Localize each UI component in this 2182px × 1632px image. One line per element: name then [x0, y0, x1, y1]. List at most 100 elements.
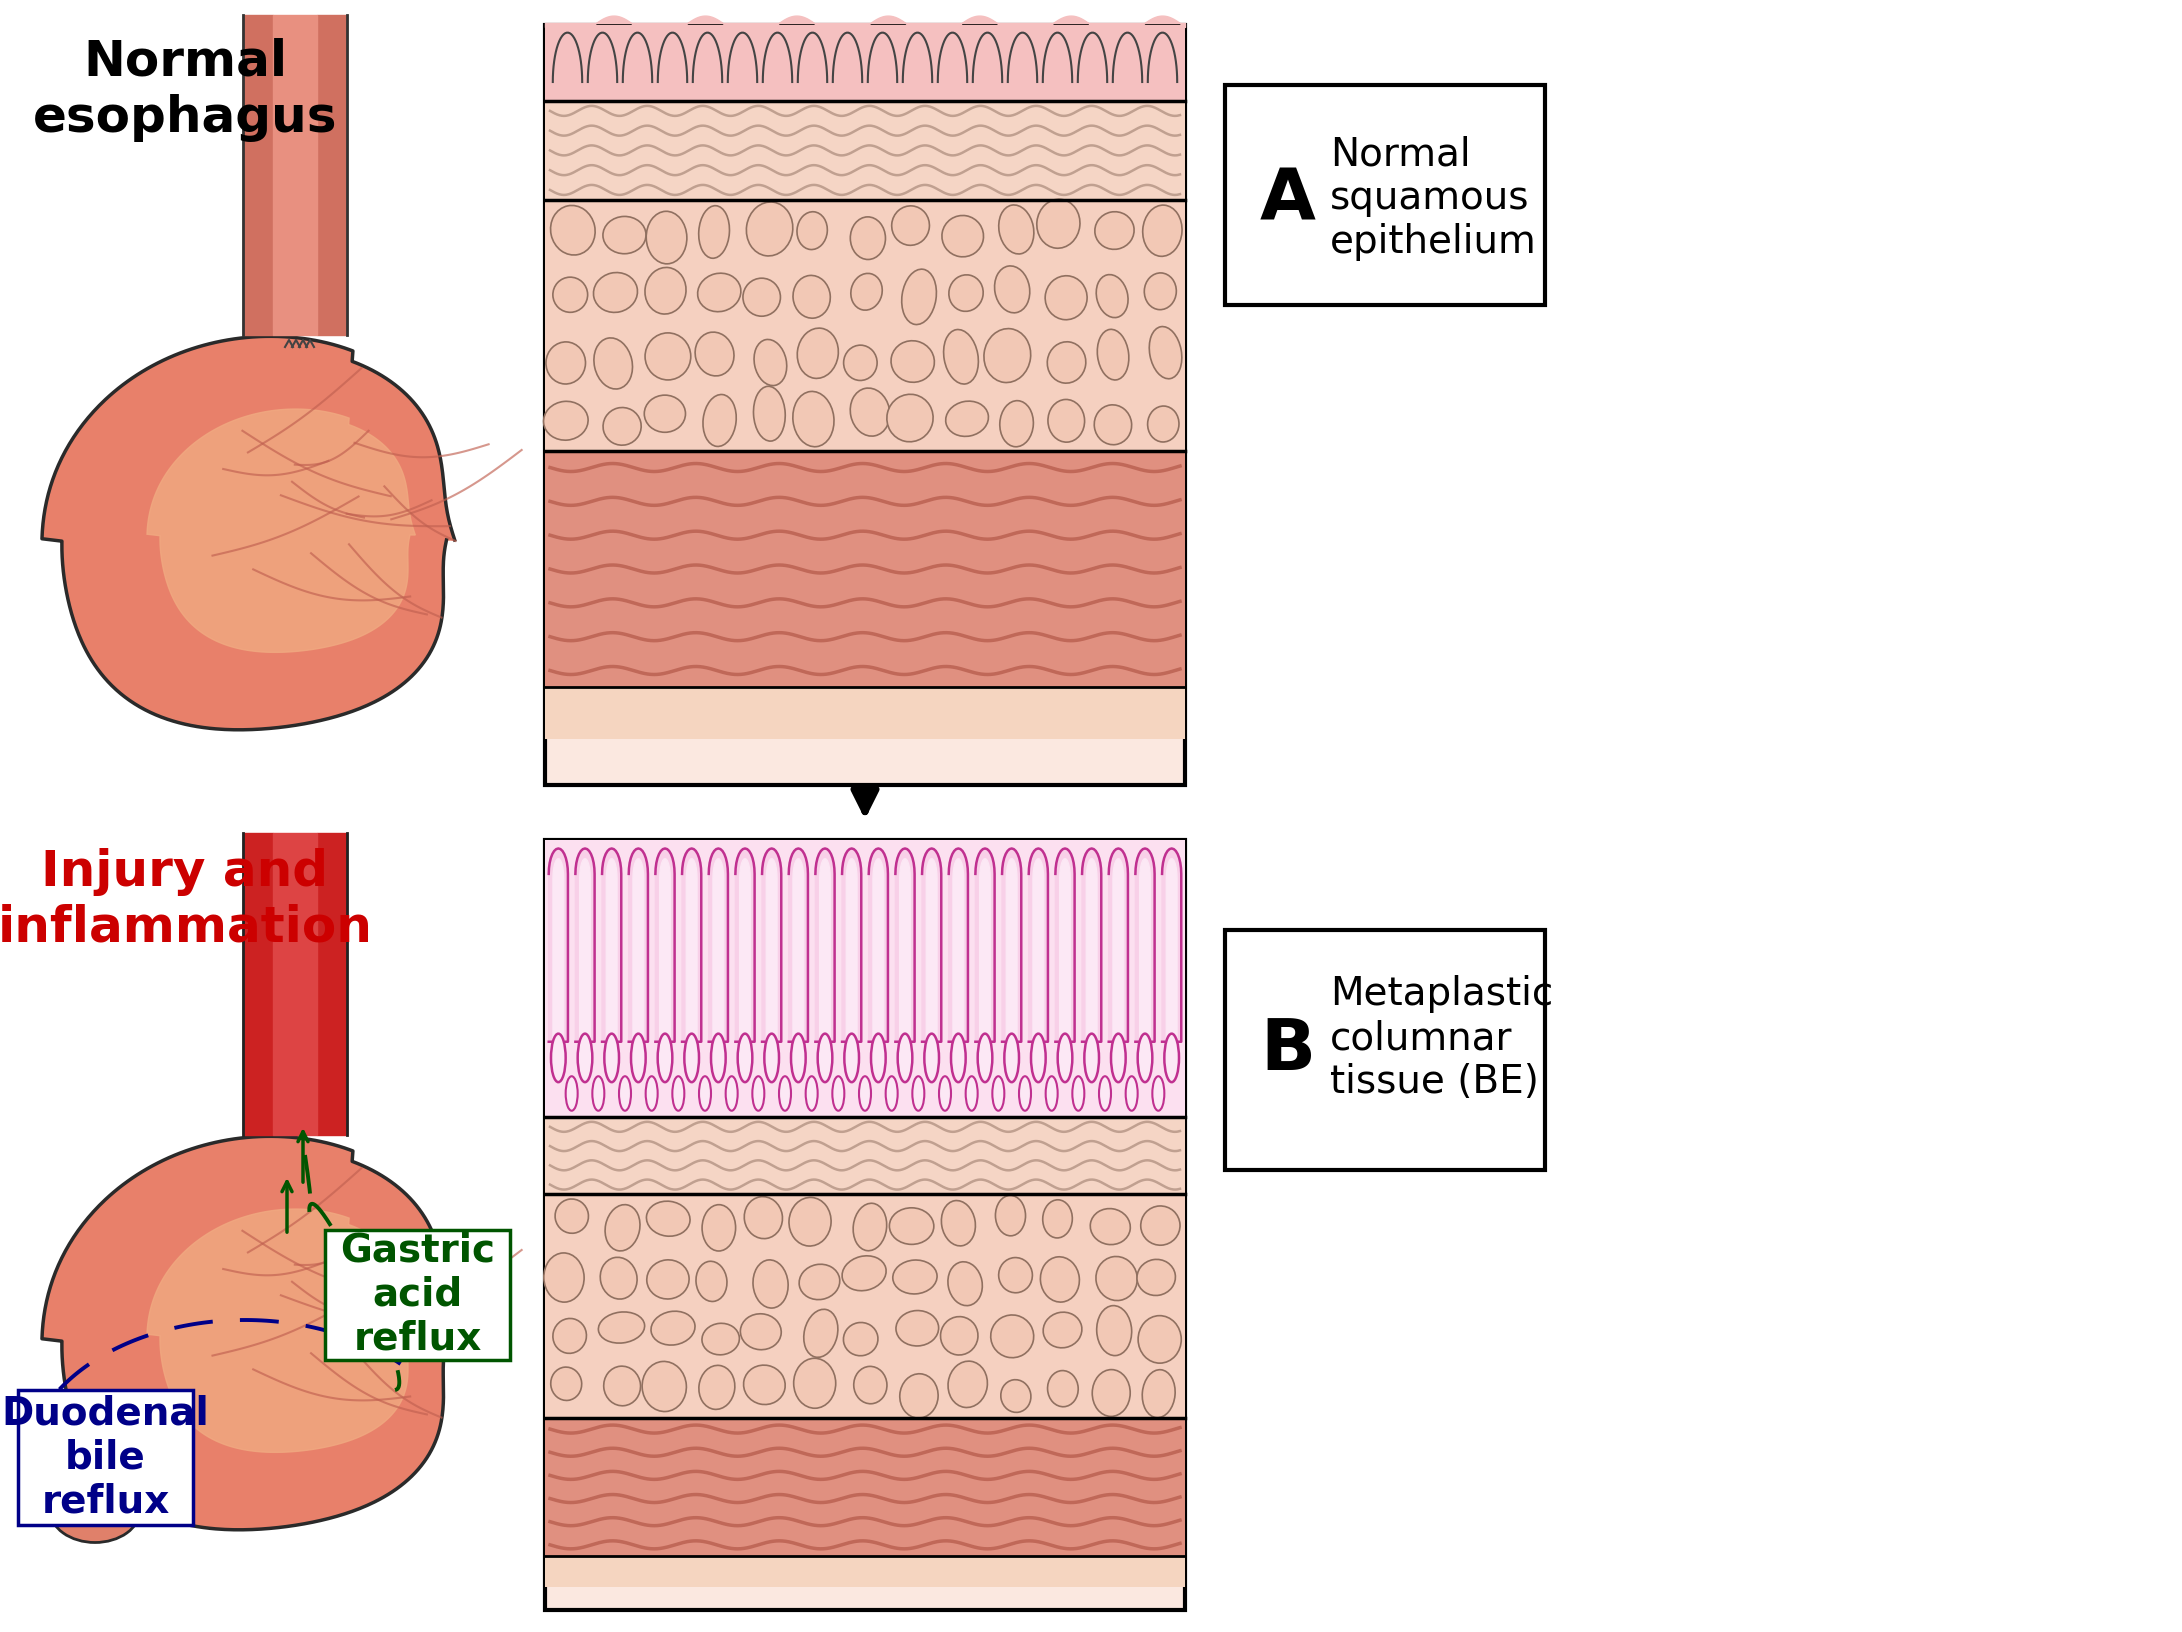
- Bar: [546, 1557, 1185, 1586]
- Ellipse shape: [851, 388, 890, 436]
- Ellipse shape: [744, 1196, 783, 1239]
- Polygon shape: [1082, 849, 1102, 1041]
- Polygon shape: [938, 33, 967, 82]
- Ellipse shape: [1004, 1033, 1019, 1082]
- Ellipse shape: [546, 341, 585, 384]
- Ellipse shape: [1095, 212, 1135, 250]
- Ellipse shape: [698, 1366, 735, 1410]
- Ellipse shape: [738, 1033, 753, 1082]
- Ellipse shape: [604, 1033, 620, 1082]
- Polygon shape: [1163, 849, 1180, 1041]
- Ellipse shape: [696, 1262, 727, 1301]
- Ellipse shape: [1084, 1033, 1100, 1082]
- Polygon shape: [899, 858, 910, 1041]
- Ellipse shape: [753, 387, 786, 441]
- Ellipse shape: [779, 1075, 792, 1111]
- Ellipse shape: [1043, 1312, 1082, 1348]
- Ellipse shape: [1019, 1075, 1032, 1111]
- Ellipse shape: [1058, 1033, 1071, 1082]
- Polygon shape: [1002, 849, 1021, 1041]
- Ellipse shape: [1032, 1033, 1045, 1082]
- Polygon shape: [1032, 858, 1043, 1041]
- Polygon shape: [714, 858, 724, 1041]
- Text: Duodenal
bile
reflux: Duodenal bile reflux: [2, 1394, 209, 1521]
- Ellipse shape: [1093, 405, 1132, 444]
- Polygon shape: [41, 336, 454, 730]
- Polygon shape: [975, 849, 995, 1041]
- Ellipse shape: [1141, 1206, 1180, 1245]
- Polygon shape: [895, 849, 914, 1041]
- Polygon shape: [316, 15, 347, 335]
- Bar: [17, 1390, 192, 1524]
- Text: Normal
esophagus: Normal esophagus: [33, 38, 338, 142]
- Bar: [546, 24, 1185, 101]
- Ellipse shape: [886, 395, 934, 442]
- Ellipse shape: [831, 1075, 844, 1111]
- Ellipse shape: [897, 1310, 938, 1346]
- Ellipse shape: [890, 341, 934, 382]
- Ellipse shape: [860, 1075, 871, 1111]
- Ellipse shape: [727, 1075, 738, 1111]
- Polygon shape: [766, 858, 777, 1041]
- Ellipse shape: [1045, 1075, 1058, 1111]
- Polygon shape: [868, 33, 897, 82]
- Polygon shape: [729, 33, 757, 82]
- Ellipse shape: [1043, 1200, 1071, 1239]
- Ellipse shape: [1095, 1257, 1137, 1301]
- Polygon shape: [834, 33, 862, 82]
- Polygon shape: [816, 849, 834, 1041]
- Ellipse shape: [543, 1253, 585, 1302]
- Polygon shape: [1139, 858, 1150, 1041]
- Ellipse shape: [1141, 1369, 1176, 1418]
- Polygon shape: [242, 15, 273, 335]
- Polygon shape: [1006, 858, 1017, 1041]
- Ellipse shape: [1098, 1306, 1132, 1356]
- Polygon shape: [1060, 858, 1071, 1041]
- Ellipse shape: [901, 269, 936, 325]
- Ellipse shape: [999, 401, 1034, 447]
- Polygon shape: [1113, 858, 1124, 1041]
- Ellipse shape: [646, 1260, 690, 1299]
- Text: A: A: [1259, 165, 1316, 235]
- Ellipse shape: [938, 1075, 951, 1111]
- Ellipse shape: [1148, 406, 1178, 442]
- Ellipse shape: [790, 1198, 831, 1247]
- Ellipse shape: [578, 1033, 591, 1082]
- Ellipse shape: [943, 215, 984, 256]
- Ellipse shape: [746, 202, 792, 256]
- Bar: [1224, 85, 1545, 305]
- Bar: [1224, 930, 1545, 1170]
- Ellipse shape: [1002, 1379, 1030, 1412]
- Ellipse shape: [646, 211, 687, 264]
- Polygon shape: [973, 33, 1002, 82]
- Ellipse shape: [755, 339, 788, 385]
- Ellipse shape: [984, 328, 1030, 382]
- Polygon shape: [659, 858, 670, 1041]
- Ellipse shape: [594, 338, 633, 388]
- Ellipse shape: [1111, 1033, 1126, 1082]
- Ellipse shape: [744, 1364, 786, 1405]
- Polygon shape: [41, 1136, 454, 1529]
- Ellipse shape: [995, 266, 1030, 313]
- Polygon shape: [146, 410, 415, 653]
- Polygon shape: [1008, 33, 1036, 82]
- Polygon shape: [927, 858, 936, 1041]
- Ellipse shape: [818, 1033, 831, 1082]
- Ellipse shape: [886, 1075, 897, 1111]
- Ellipse shape: [940, 1317, 978, 1355]
- Ellipse shape: [646, 268, 685, 313]
- Polygon shape: [655, 849, 674, 1041]
- Polygon shape: [980, 858, 991, 1041]
- Ellipse shape: [844, 344, 877, 380]
- Ellipse shape: [899, 1374, 938, 1418]
- Polygon shape: [762, 849, 781, 1041]
- Bar: [546, 101, 1185, 199]
- Polygon shape: [792, 858, 803, 1041]
- Ellipse shape: [550, 206, 596, 255]
- Polygon shape: [548, 849, 567, 1041]
- Ellipse shape: [753, 1260, 788, 1309]
- Ellipse shape: [945, 401, 988, 436]
- Ellipse shape: [631, 1033, 646, 1082]
- Bar: [546, 840, 1185, 1118]
- Ellipse shape: [1100, 1075, 1111, 1111]
